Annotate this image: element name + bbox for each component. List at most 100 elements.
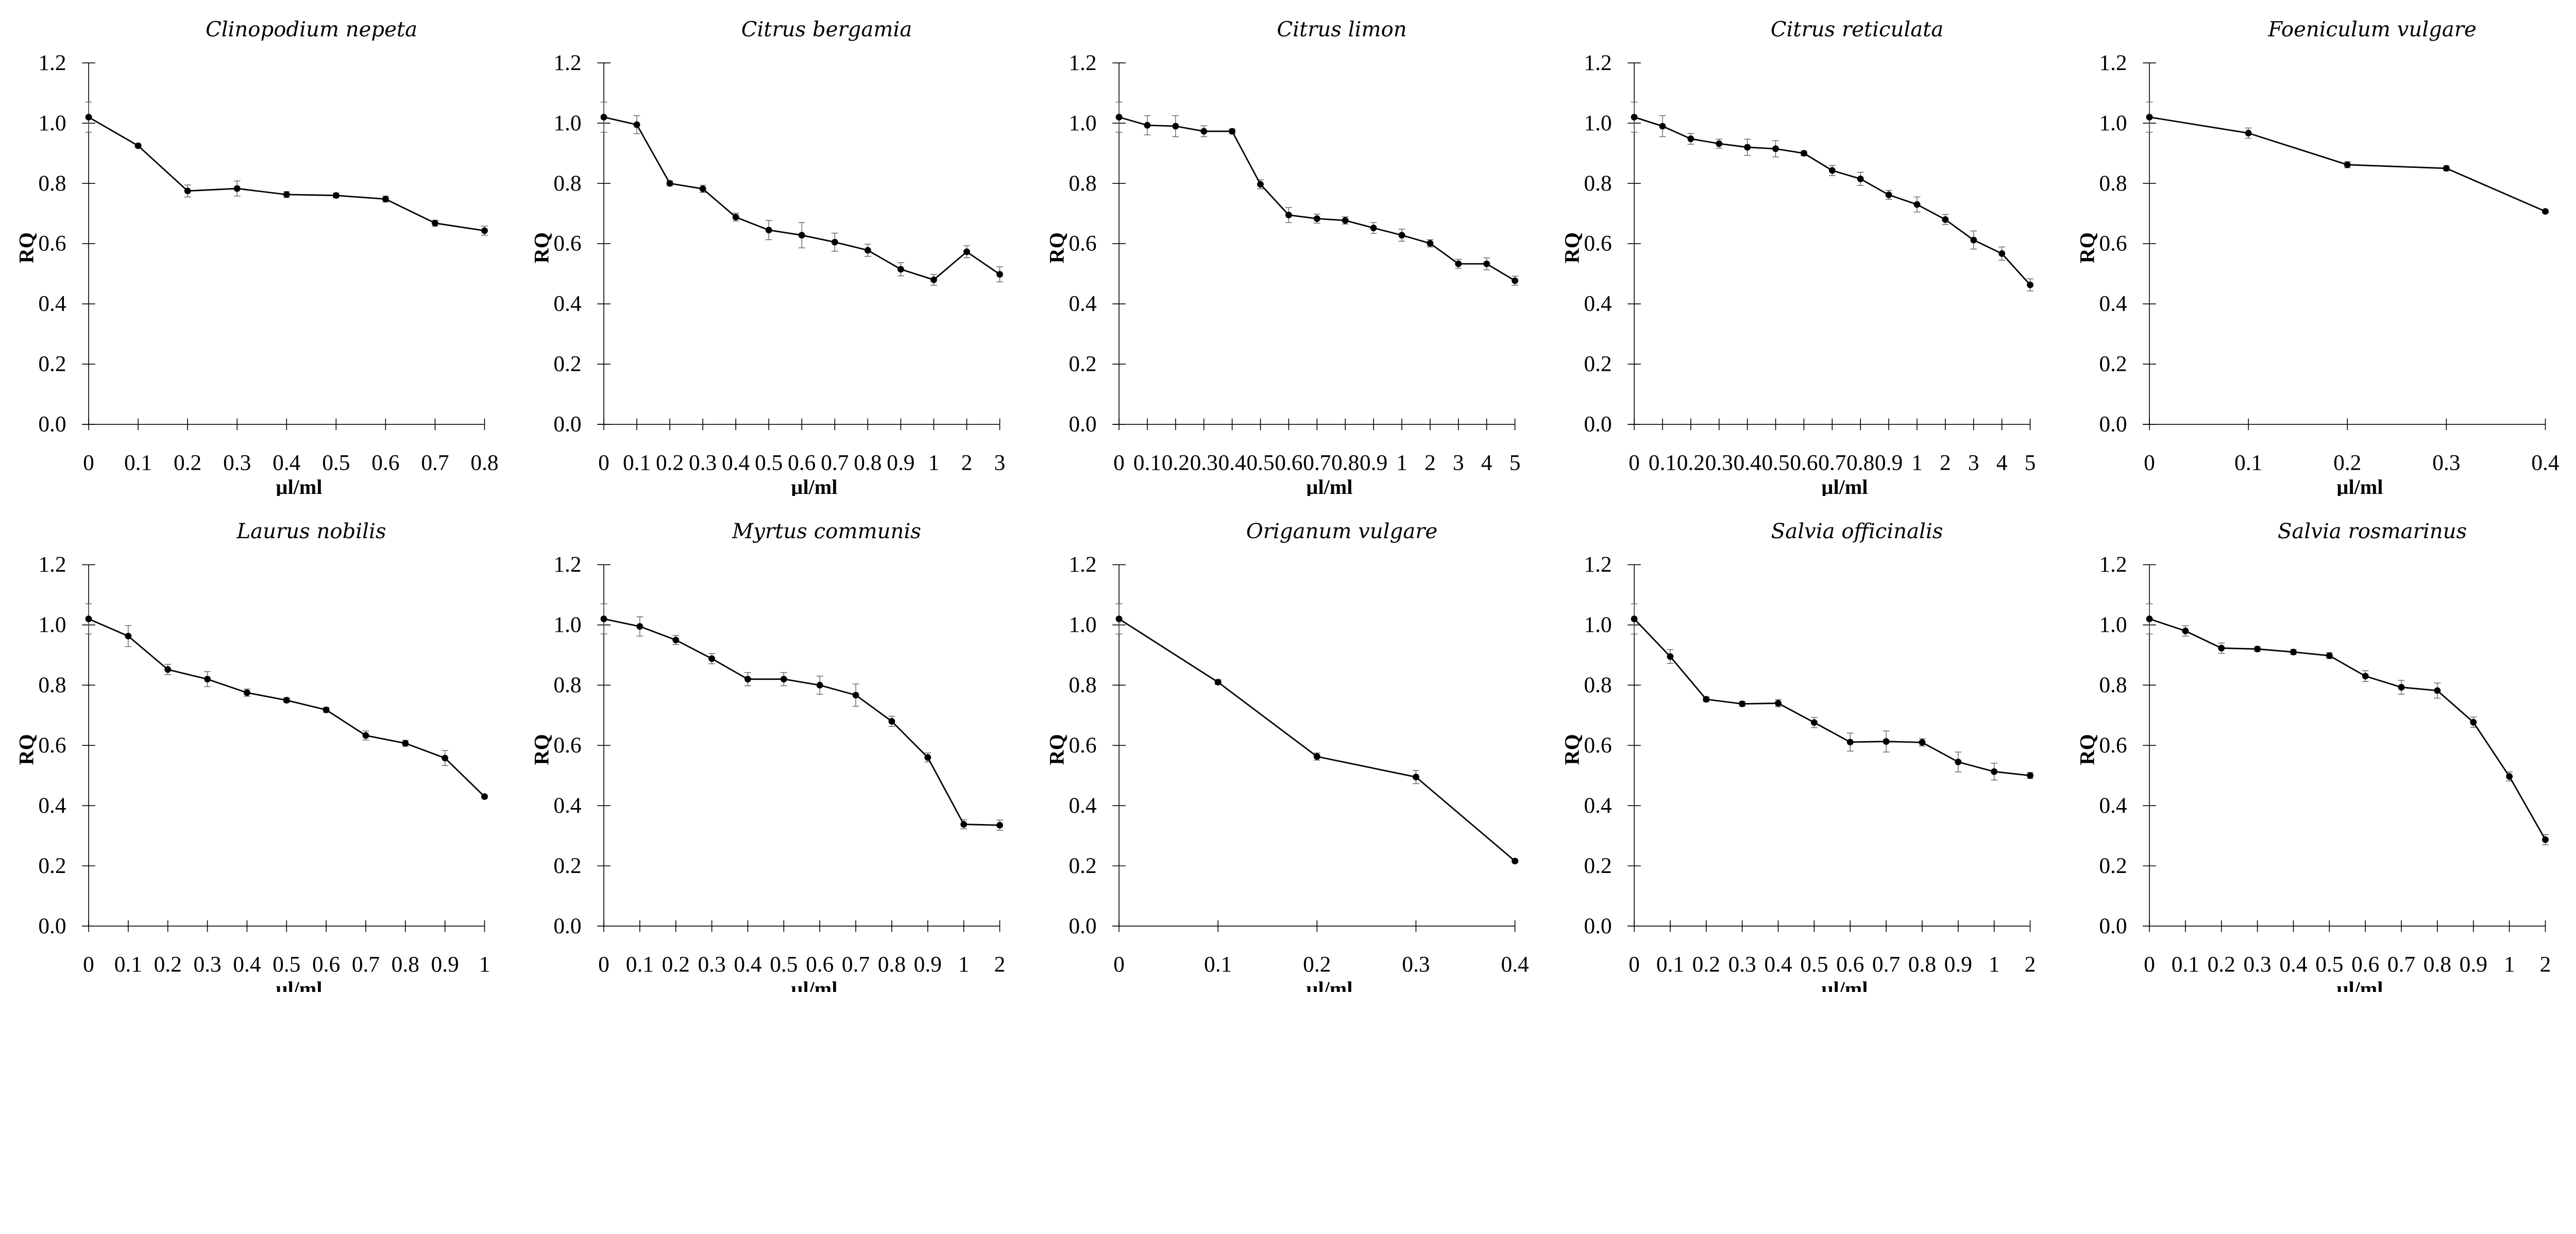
data-point bbox=[1412, 774, 1419, 781]
x-tick-label: 0.4 bbox=[2531, 450, 2560, 475]
x-tick-label: 0.2 bbox=[1303, 952, 1331, 977]
x-tick-label: 1 bbox=[1396, 450, 1408, 475]
y-tick-label: 0.6 bbox=[1069, 231, 1096, 256]
x-tick-label: 0.8 bbox=[1846, 450, 1874, 475]
series-line bbox=[1634, 618, 2030, 777]
x-tick-label: 0 bbox=[598, 952, 609, 977]
data-point bbox=[666, 180, 673, 187]
y-tick-label: 0.6 bbox=[1069, 733, 1096, 758]
x-tick-label: 0.9 bbox=[1360, 450, 1387, 475]
data-point bbox=[1846, 739, 1854, 746]
data-point bbox=[1455, 260, 1462, 267]
x-tick-label: 0.4 bbox=[273, 450, 301, 475]
chart-svg: Clinopodium nepeta 0.0 0.2 0.4 0.6 0.8 1.0 1.2 0… bbox=[14, 18, 498, 496]
chart-title: Myrtus communis bbox=[732, 520, 921, 543]
y-tick-label: 0.2 bbox=[38, 853, 66, 878]
x-tick-label: 0 bbox=[2144, 952, 2155, 977]
data-point bbox=[780, 676, 787, 683]
data-point bbox=[1716, 140, 1723, 147]
x-tick-label: 0 bbox=[83, 450, 94, 475]
x-tick-label: 0 bbox=[1113, 952, 1125, 977]
subplot-salvia-rosmarinus: Salvia rosmarinus 0.0 0.2 0.4 0.6 0.8 1.0 1.2 0 0… bbox=[2061, 496, 2576, 992]
y-tick-label: 0.2 bbox=[38, 352, 66, 376]
data-point bbox=[636, 623, 643, 630]
x-tick-label: 0.5 bbox=[1800, 952, 1828, 977]
x-tick-label: 0.6 bbox=[2351, 952, 2379, 977]
x-tick-label: 1 bbox=[479, 952, 490, 977]
y-tick-label: 1.0 bbox=[1584, 612, 1612, 637]
x-tick-label: 0.9 bbox=[914, 952, 942, 977]
x-tick-label: 2 bbox=[1940, 450, 1951, 475]
x-tick-label: 0.1 bbox=[124, 450, 152, 475]
x-tick-label: 0.6 bbox=[1275, 450, 1302, 475]
data-point bbox=[864, 247, 871, 254]
x-tick-label: 2 bbox=[961, 450, 973, 475]
data-point bbox=[1313, 215, 1320, 222]
data-point bbox=[2470, 718, 2477, 726]
x-tick-label: 0.5 bbox=[755, 450, 783, 475]
y-tick-label: 0.4 bbox=[38, 793, 66, 818]
data-point bbox=[85, 114, 92, 121]
y-tick-label: 0.4 bbox=[38, 292, 66, 316]
data-point bbox=[699, 185, 706, 193]
x-tick-label: 0.4 bbox=[1733, 450, 1761, 475]
data-point bbox=[2254, 645, 2261, 653]
subplot-citrus-reticulata: Citrus reticulata 0.0 0.2 0.4 0.6 0.8 1.0 1.2 0 0… bbox=[1546, 0, 2061, 496]
y-tick-label: 0.6 bbox=[2099, 733, 2127, 758]
y-tick-label: 0.8 bbox=[2099, 673, 2127, 697]
x-tick-label: 0.8 bbox=[1331, 450, 1359, 475]
x-tick-label: 0.1 bbox=[2172, 952, 2199, 977]
data-point bbox=[2218, 645, 2225, 652]
data-point bbox=[2326, 652, 2333, 659]
data-point bbox=[1955, 759, 1962, 765]
x-tick-label: 0.5 bbox=[1246, 450, 1274, 475]
data-point bbox=[1229, 128, 1236, 135]
x-tick-label: 3 bbox=[1453, 450, 1464, 475]
x-tick-label: 0.9 bbox=[1875, 450, 1903, 475]
x-tick-label: 2 bbox=[1425, 450, 1436, 475]
subplot-citrus-bergamia: Citrus bergamia 0.0 0.2 0.4 0.6 0.8 1.0 1.2 0 0.1… bbox=[515, 0, 1030, 496]
x-tick-label: 0 bbox=[598, 450, 609, 475]
x-tick-label: 3 bbox=[994, 450, 1006, 475]
x-tick-label: 1 bbox=[958, 952, 970, 977]
subplot-foeniculum-vulgare: Foeniculum vulgare 0.0 0.2 0.4 0.6 0.8 1.0 1.2 0… bbox=[2061, 0, 2576, 496]
data-point bbox=[633, 121, 640, 128]
y-tick-label: 0.4 bbox=[1069, 793, 1097, 818]
subplot-salvia-officinalis: Salvia officinalis 0.0 0.2 0.4 0.6 0.8 1.0 1.2 0… bbox=[1546, 496, 2061, 992]
subplot-citrus-limon: Citrus limon 0.0 0.2 0.4 0.6 0.8 1.0 1.2 0 0.1 0.2… bbox=[1030, 0, 1546, 496]
series-line bbox=[603, 116, 1001, 281]
chart-title: Salvia officinalis bbox=[1771, 520, 1943, 543]
subplot-myrtus-communis: Myrtus communis 0.0 0.2 0.4 0.6 0.8 1.0 1.2 0 0.1… bbox=[515, 496, 1030, 992]
data-point bbox=[2443, 165, 2450, 172]
chart-title: Laurus nobilis bbox=[236, 520, 386, 543]
data-point bbox=[283, 697, 290, 704]
y-tick-label: 0.8 bbox=[1584, 673, 1612, 697]
x-tick-label: 0.4 bbox=[1218, 450, 1246, 475]
data-point bbox=[1772, 145, 1779, 152]
data-point bbox=[2146, 114, 2153, 121]
x-tick-label: 0.6 bbox=[1836, 952, 1864, 977]
y-tick-label: 0.6 bbox=[2099, 231, 2127, 256]
x-tick-label: 0.1 bbox=[1133, 450, 1161, 475]
y-tick-label: 0.0 bbox=[1584, 412, 1612, 437]
data-point bbox=[442, 755, 449, 762]
data-point bbox=[1942, 216, 1949, 223]
data-point bbox=[1800, 150, 1807, 157]
data-point bbox=[1144, 122, 1151, 129]
x-tick-label: 1 bbox=[928, 450, 940, 475]
x-tick-label: 0.7 bbox=[821, 450, 849, 475]
y-tick-label: 0.6 bbox=[553, 733, 581, 758]
y-tick-label: 0.4 bbox=[2099, 292, 2127, 316]
data-point bbox=[2245, 130, 2252, 136]
chart-svg: Salvia officinalis 0.0 0.2 0.4 0.6 0.8 1.0 1.2 0… bbox=[1560, 520, 2036, 992]
y-axis-label: RQ bbox=[2075, 232, 2098, 263]
x-tick-label: 0.2 bbox=[174, 450, 201, 475]
x-tick-label: 0.7 bbox=[1818, 450, 1846, 475]
y-axis-label: RQ bbox=[1045, 734, 1068, 765]
x-tick-label: 0.5 bbox=[1761, 450, 1789, 475]
y-tick-label: 0.0 bbox=[1069, 914, 1096, 938]
chart-title: Foeniculum vulgare bbox=[2267, 18, 2477, 42]
data-point bbox=[1313, 753, 1320, 760]
x-axis-label: µl/ml bbox=[791, 475, 837, 496]
